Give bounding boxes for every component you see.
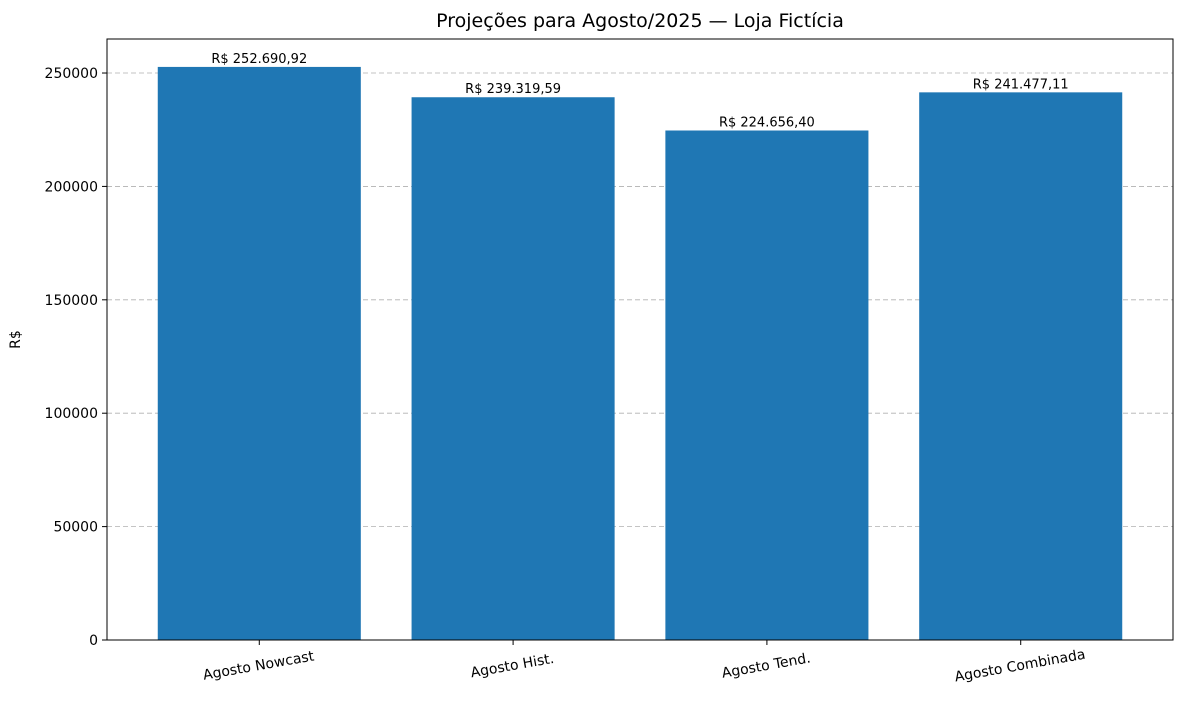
y-tick-label: 200000 <box>45 179 98 195</box>
y-axis: 0 50000 100000 150000 200000 250000 <box>45 66 107 649</box>
x-tick-label: Agosto Nowcast <box>202 648 316 683</box>
bar-4 <box>919 92 1123 640</box>
y-tick-label: 100000 <box>45 406 98 422</box>
bars <box>157 66 1123 641</box>
bar-value-label: R$ 241.477,11 <box>973 77 1069 92</box>
y-tick-label: 0 <box>89 633 98 649</box>
chart-title: Projeções para Agosto/2025 — Loja Fictíc… <box>436 10 844 32</box>
bar-value-label: R$ 239.319,59 <box>465 82 561 97</box>
x-tick-label: Agosto Hist. <box>469 651 555 681</box>
bar-value-label: R$ 224.656,40 <box>719 115 815 130</box>
bar-1 <box>157 66 361 640</box>
y-axis-label: R$ <box>8 330 24 349</box>
y-tick-label: 50000 <box>53 520 98 536</box>
bar-2 <box>411 97 615 641</box>
x-tick-label: Agosto Tend. <box>721 650 812 681</box>
x-axis: Agosto Nowcast Agosto Hist. Agosto Tend. Ag… <box>202 640 1087 685</box>
value-labels: R$ 252.690,92 R$ 239.319,59 R$ 224.656,40 R… <box>211 52 1068 131</box>
y-tick-label: 250000 <box>45 66 98 82</box>
x-tick-label: Agosto Combinada <box>953 647 1086 686</box>
bar-3 <box>665 130 869 640</box>
plot-frame <box>106 38 1174 641</box>
bar-value-label: R$ 252.690,92 <box>211 52 307 67</box>
y-tick-label: 150000 <box>45 293 98 309</box>
